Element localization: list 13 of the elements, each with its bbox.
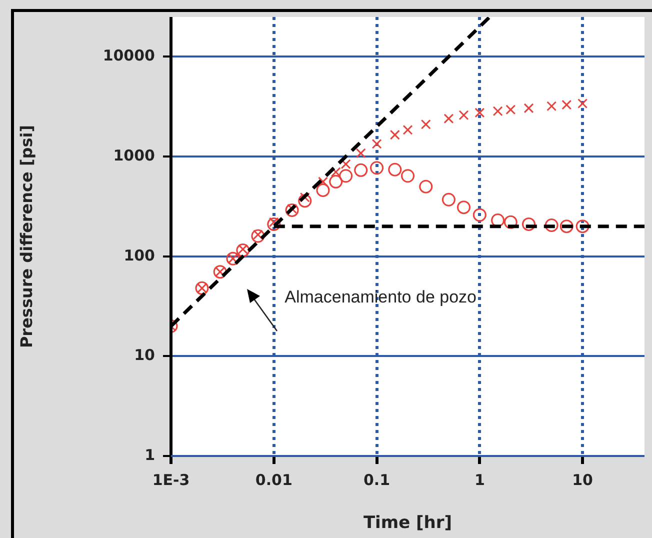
y-tick-label: 100: [124, 246, 155, 264]
x-tick-label: 1: [474, 470, 485, 489]
x-tick-label: 0.01: [255, 470, 292, 489]
x-axis-title: Time [hr]: [363, 513, 452, 534]
y-tick-label: 10000: [102, 46, 155, 65]
y-axis-title: Pressure difference [psi]: [16, 124, 36, 348]
x-tick-label: 0.1: [363, 470, 390, 489]
y-tick-label: 1000: [113, 146, 155, 164]
y-tick-label: 1: [144, 446, 155, 464]
x-tick-label: 10: [572, 470, 593, 489]
annotation: Almacenamiento de pozo: [284, 288, 476, 307]
y-tick-label: 10: [134, 346, 155, 364]
x-tick-label: 1E-3: [152, 470, 190, 489]
